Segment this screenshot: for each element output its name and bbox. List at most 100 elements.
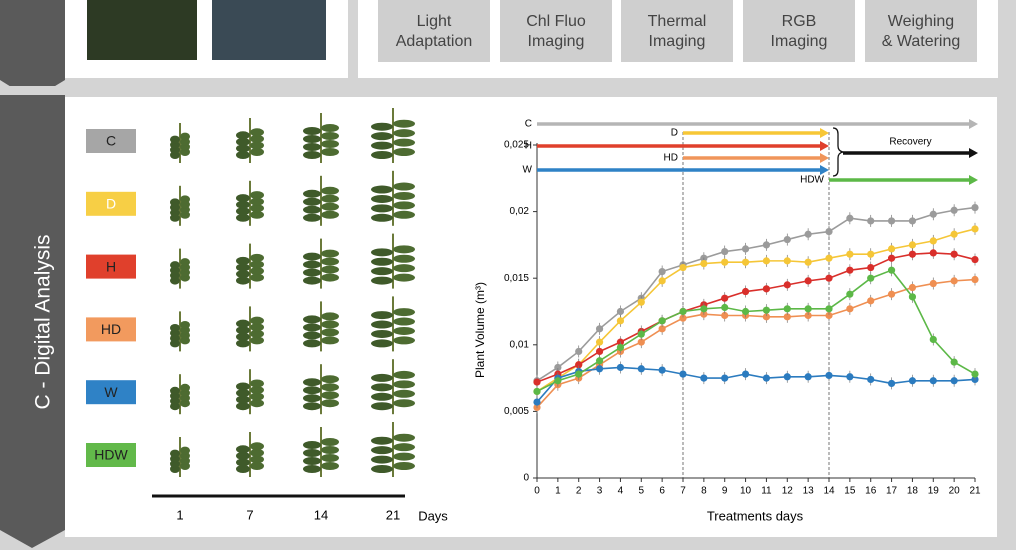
step-label: Light Adaptation: [396, 13, 473, 50]
plant-leaf: [371, 392, 393, 401]
day-label: 21: [386, 507, 400, 522]
treatment-label: D: [106, 196, 116, 212]
data-point: [971, 275, 979, 284]
plant-leaf: [371, 204, 393, 213]
plant-leaf: [236, 256, 250, 265]
plant-leaf: [303, 449, 321, 457]
data-point: [533, 378, 541, 386]
data-point: [929, 249, 937, 257]
plant-leaf: [393, 308, 415, 317]
data-point: [867, 263, 875, 272]
data-point: [971, 204, 979, 212]
plant-leaf: [303, 127, 321, 135]
data-point: [846, 266, 854, 274]
x-tick-label: 3: [597, 486, 603, 497]
arrow-label: C: [525, 119, 532, 130]
plant-leaf: [371, 248, 393, 257]
data-point: [658, 366, 666, 374]
plant-leaf: [321, 375, 339, 384]
x-tick-label: 4: [618, 486, 624, 497]
step-label: Weighing & Watering: [882, 13, 961, 50]
data-point: [533, 387, 541, 396]
plant-leaf: [250, 267, 264, 276]
plant-leaf: [321, 438, 339, 446]
plant-leaf: [303, 135, 321, 143]
plant-leaf: [250, 462, 264, 470]
data-point: [762, 306, 771, 314]
treatment-box: [86, 129, 136, 153]
plant-leaf: [393, 370, 415, 379]
x-tick-label: 18: [907, 486, 919, 497]
treatment-box: [86, 317, 136, 342]
data-point: [575, 370, 583, 378]
plant-leaf: [180, 383, 190, 392]
data-point: [762, 374, 771, 382]
plant-leaf: [250, 253, 264, 262]
step-label: Thermal Imaging: [648, 13, 707, 50]
data-point: [783, 313, 791, 321]
plant-leaf: [371, 339, 393, 348]
plant-leaf: [393, 119, 415, 128]
data-point: [825, 311, 833, 320]
y-tick-label: 0,005: [504, 406, 529, 417]
plant-leaf: [303, 323, 321, 332]
data-point: [867, 250, 875, 258]
plant-leaf: [393, 317, 415, 326]
data-point: [783, 373, 791, 381]
plant-leaf: [321, 132, 339, 140]
plant-leaf: [250, 379, 264, 388]
x-tick-label: 10: [740, 486, 752, 497]
arrow-head: [820, 141, 829, 151]
arrow-head: [969, 148, 978, 158]
data-point: [700, 374, 708, 382]
plant-leaf: [236, 382, 250, 391]
plant-leaf: [393, 380, 415, 389]
plant-leaf: [393, 254, 415, 263]
plant-leaf: [371, 132, 393, 141]
step-box: [621, 0, 733, 62]
data-point: [908, 377, 917, 385]
x-tick-label: 14: [823, 486, 835, 497]
data-point: [971, 255, 979, 264]
data-point: [637, 298, 645, 306]
plant-leaf: [321, 194, 339, 203]
x-tick-label: 16: [865, 486, 877, 497]
data-point: [658, 325, 666, 333]
plant-leaf: [236, 465, 250, 473]
plant-leaf: [371, 257, 393, 266]
plant-leaf: [393, 148, 415, 156]
plant-leaf: [170, 449, 180, 458]
plant-leaf: [371, 122, 393, 131]
plant-leaf: [303, 441, 321, 449]
plant-leaf: [250, 210, 264, 219]
series-line: [536, 228, 976, 393]
data-point: [950, 206, 958, 214]
data-point: [867, 217, 875, 225]
arrow-label: W: [523, 165, 533, 176]
data-point: [679, 370, 687, 378]
photo: [87, 0, 197, 60]
plant-leaf: [321, 265, 339, 274]
side-label: C - Digital Analysis: [32, 234, 55, 409]
data-point: [679, 263, 687, 272]
plant-leaf: [371, 194, 393, 203]
data-point: [595, 357, 604, 365]
plant-leaf: [393, 443, 415, 452]
data-point: [867, 375, 875, 384]
data-point: [867, 297, 875, 305]
plant-leaf: [321, 462, 339, 470]
plant-leaf: [371, 373, 393, 382]
plant-leaf: [303, 151, 321, 159]
data-point: [762, 313, 771, 321]
plant-leaf: [393, 191, 415, 200]
plant-leaf: [321, 446, 339, 454]
plant-leaf: [250, 128, 264, 137]
plant-leaf: [170, 261, 180, 270]
plant-leaf: [236, 151, 250, 159]
plant-leaf: [393, 138, 415, 147]
plant-leaf: [321, 273, 339, 282]
arrow-label: HDW: [800, 175, 824, 186]
series-line: [536, 278, 976, 408]
y-tick-label: 0,015: [504, 273, 529, 284]
x-tick-label: 21: [969, 486, 981, 497]
